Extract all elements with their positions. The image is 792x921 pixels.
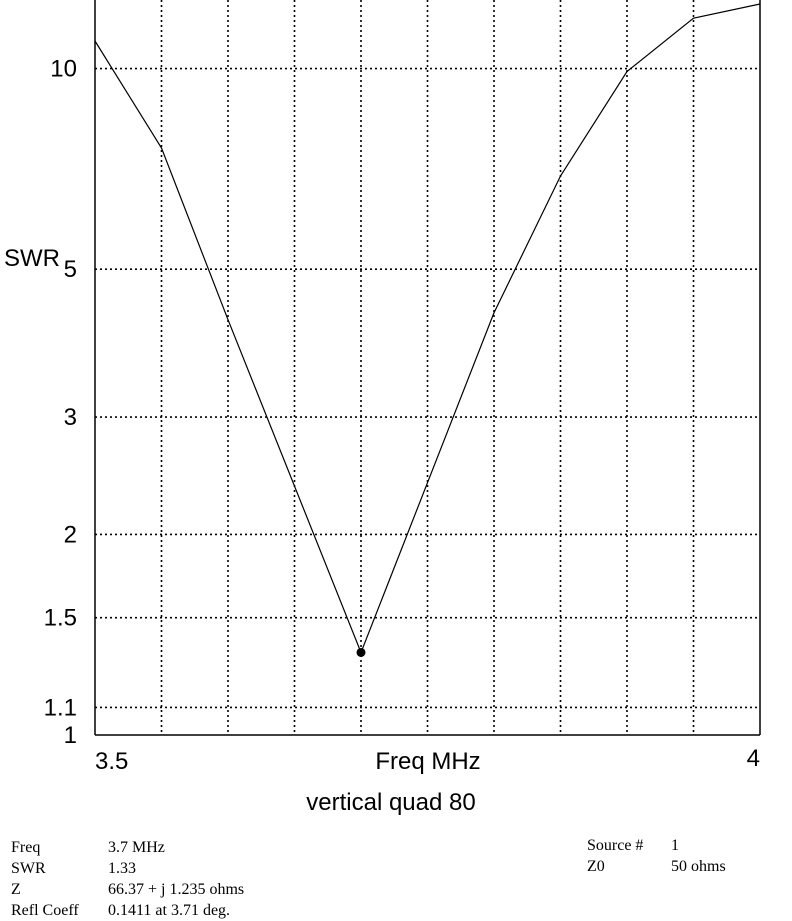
- y-tick-label: 3: [64, 404, 77, 431]
- x-axis-label: Freq MHz: [375, 748, 480, 775]
- y-tick-label: 1.5: [44, 605, 77, 632]
- readout-row-refl-coeff: Refl Coeff 0.1411 at 3.71 deg.: [11, 900, 244, 921]
- x-tick-label-max: 4: [747, 745, 760, 772]
- readout-value: 3.7 MHz: [108, 837, 165, 858]
- readout-value: 0.1411 at 3.71 deg.: [108, 900, 230, 921]
- readout-value: 66.37 + j 1.235 ohms: [108, 879, 244, 900]
- readout-label: Z0: [587, 856, 671, 877]
- y-tick-labels: 11.1 1.5 2 3 5 10: [44, 56, 77, 749]
- minimum-swr-marker: [357, 648, 366, 657]
- chart-title: vertical quad 80: [306, 789, 475, 816]
- readout-label: Z: [11, 879, 108, 900]
- readout-label: Freq: [11, 837, 108, 858]
- readout-left: Freq 3.7 MHz SWR 1.33 Z 66.37 + j 1.235 …: [11, 837, 244, 921]
- readout-label: SWR: [11, 858, 108, 879]
- readout-label: Source #: [587, 835, 671, 856]
- readout-row-z: Z 66.37 + j 1.235 ohms: [11, 879, 244, 900]
- y-tick-label: 1.1: [44, 694, 77, 721]
- readout-value: 1.33: [108, 858, 136, 879]
- y-tick-label: 10: [50, 56, 77, 83]
- y-tick-label: 1: [64, 722, 77, 749]
- readout-value: 50 ohms: [671, 856, 726, 877]
- readout-label: Refl Coeff: [11, 900, 108, 921]
- y-tick-label: 5: [64, 256, 77, 283]
- readout-row-freq: Freq 3.7 MHz: [11, 837, 244, 858]
- readout-right: Source # 1 Z0 50 ohms: [587, 835, 726, 877]
- y-tick-label: 2: [64, 521, 77, 548]
- readout-row-z0: Z0 50 ohms: [587, 856, 726, 877]
- readout-row-source: Source # 1: [587, 835, 726, 856]
- readout-value: 1: [671, 835, 679, 856]
- x-tick-label-min: 3.5: [95, 748, 128, 775]
- readout-row-swr: SWR 1.33: [11, 858, 244, 879]
- grid: [95, 0, 760, 735]
- y-axis-label: SWR: [4, 245, 60, 272]
